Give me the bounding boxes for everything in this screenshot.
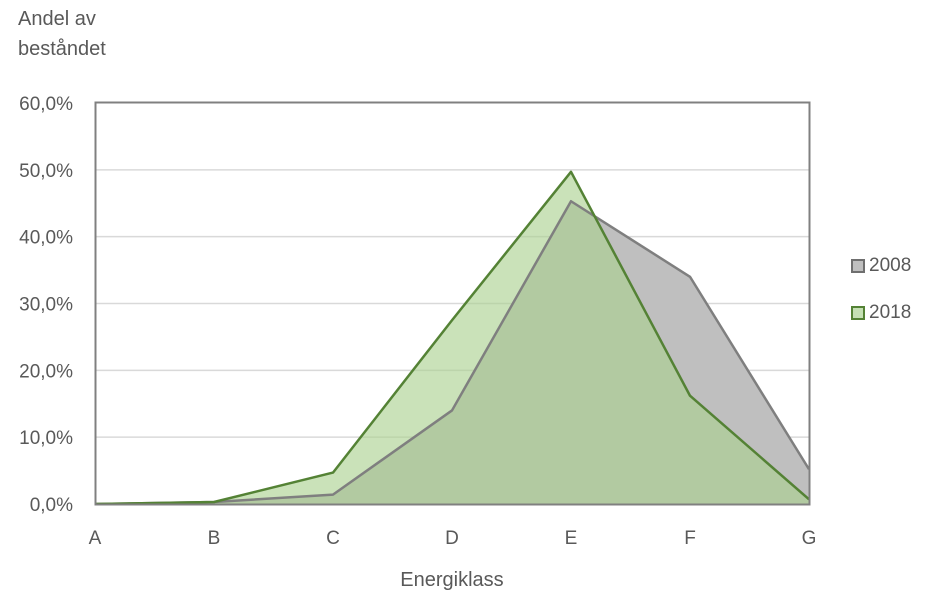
x-tick-label: B: [208, 528, 221, 549]
x-tick-labels: A B C D E F G: [89, 528, 817, 549]
y-axis-title-line-2: beståndet: [18, 38, 106, 60]
legend-label-2008: 2008: [869, 255, 912, 276]
x-tick-label: D: [445, 528, 459, 549]
x-axis-title: Energiklass: [400, 569, 503, 591]
y-tick-label: 40,0%: [19, 228, 73, 249]
legend-swatch-2018: [851, 306, 865, 320]
x-tick-label: C: [326, 528, 340, 549]
plot-border: [94, 101, 811, 506]
y-axis-title-line-1: Andel av: [18, 8, 96, 30]
legend-label-2018: 2018: [869, 302, 912, 323]
y-tick-label: 60,0%: [19, 94, 73, 115]
x-tick-label: G: [802, 528, 817, 549]
legend-swatch-2008: [851, 259, 865, 273]
legend-item-2018: 2018: [851, 299, 911, 327]
legend: 2008 2018: [851, 252, 911, 346]
y-tick-label: 20,0%: [19, 361, 73, 382]
x-tick-label: F: [684, 528, 696, 549]
y-tick-label: 10,0%: [19, 428, 73, 449]
y-tick-label: 50,0%: [19, 161, 73, 182]
legend-item-2008: 2008: [851, 252, 911, 280]
series-areas: [94, 170, 811, 506]
area-fill-2018: [95, 171, 809, 505]
y-tick-label: 30,0%: [19, 295, 73, 316]
area-line-2018: [94, 170, 810, 506]
y-tick-label: 0,0%: [30, 495, 73, 516]
x-tick-label: A: [89, 528, 102, 549]
y-axis-title: Andel av beståndet: [18, 4, 106, 64]
x-tick-label: E: [565, 528, 578, 549]
y-tick-labels: 0,0% 10,0% 20,0% 30,0% 40,0% 50,0% 60,0%: [19, 94, 73, 516]
